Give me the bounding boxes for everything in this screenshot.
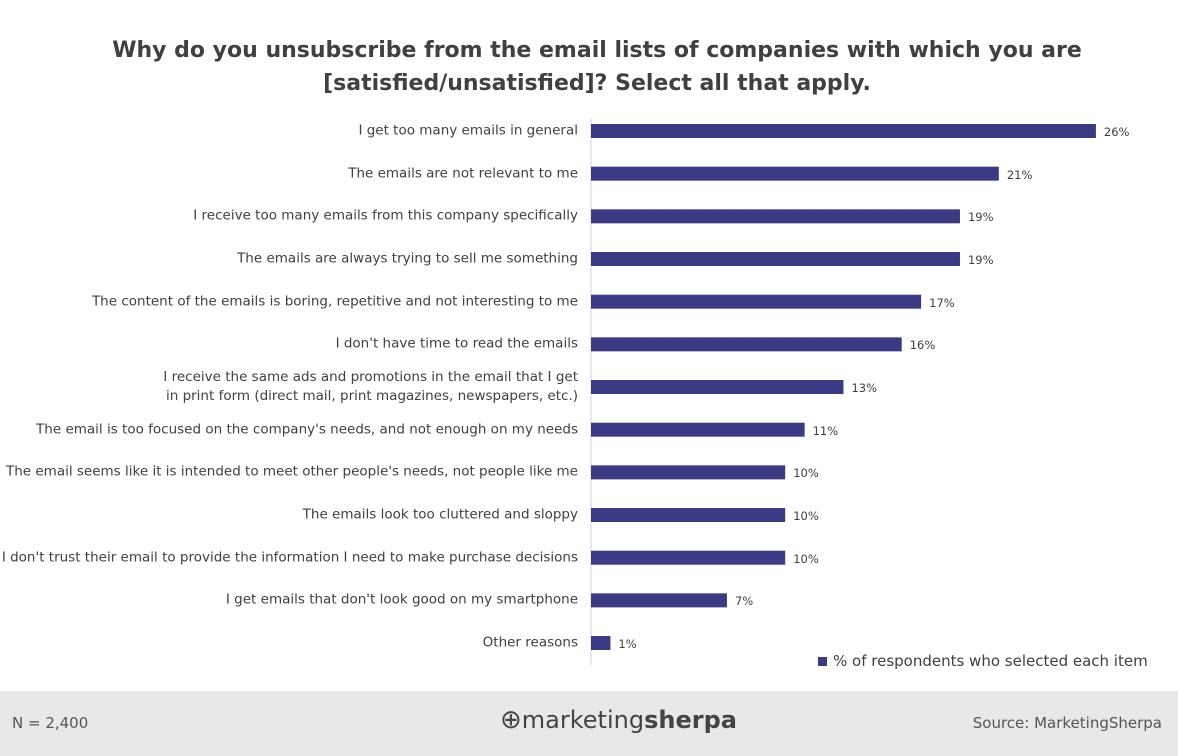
logo-suffix: sherpa bbox=[644, 706, 737, 734]
value-label: 13% bbox=[851, 381, 878, 396]
category-label: I get too many emails in general bbox=[358, 122, 578, 139]
value-label: 10% bbox=[793, 466, 819, 481]
legend-swatch bbox=[818, 656, 827, 666]
sample-size: N = 2,400 bbox=[12, 714, 89, 732]
value-label: 19% bbox=[967, 210, 994, 225]
footer: N = 2,400 ⊕marketingsherpa Source: Marke… bbox=[0, 691, 1178, 756]
category-label: The email is too focused on the company'… bbox=[36, 421, 578, 438]
bar bbox=[591, 294, 922, 309]
chart-title: Why do you unsubscribe from the email li… bbox=[112, 38, 1082, 96]
bar bbox=[591, 593, 727, 608]
bar bbox=[591, 380, 844, 395]
bar bbox=[591, 337, 902, 352]
bar bbox=[591, 636, 611, 651]
value-label: 21% bbox=[1006, 167, 1033, 182]
category-label: I receive too many emails from this comp… bbox=[193, 207, 578, 224]
logo-prefix: marketing bbox=[521, 706, 645, 734]
value-label: 10% bbox=[793, 509, 819, 524]
value-label: 19% bbox=[967, 253, 994, 267]
logo: ⊕marketingsherpa bbox=[500, 705, 737, 735]
value-label: 1% bbox=[618, 637, 637, 652]
legend: % of respondents who selected each item bbox=[818, 652, 1148, 670]
value-label: 17% bbox=[929, 295, 955, 310]
value-label: 11% bbox=[812, 423, 839, 438]
bar bbox=[591, 209, 960, 224]
value-label: 7% bbox=[734, 594, 754, 609]
legend-label: % of respondents who selected each item bbox=[833, 652, 1148, 670]
category-label: The emails are always trying to sell me … bbox=[237, 250, 578, 267]
bar bbox=[591, 550, 786, 565]
bar bbox=[591, 252, 960, 267]
category-label: The email seems like it is intended to m… bbox=[5, 463, 578, 480]
value-label: 16% bbox=[909, 338, 936, 353]
chart bbox=[590, 118, 1096, 665]
category-label: I get emails that don't look good on my … bbox=[225, 591, 578, 608]
bar bbox=[591, 508, 786, 523]
category-label: The emails are not relevant to me bbox=[348, 165, 578, 182]
category-label: I don't trust their email to provide the… bbox=[1, 549, 578, 566]
bar bbox=[591, 422, 805, 437]
value-label: 26% bbox=[1103, 125, 1130, 139]
bar bbox=[591, 465, 786, 480]
category-label: Other reasons bbox=[482, 634, 578, 651]
category-label: I receive the same ads and promotions in… bbox=[163, 369, 578, 405]
value-label: 10% bbox=[793, 551, 819, 566]
category-label: The content of the emails is boring, rep… bbox=[91, 293, 578, 310]
category-label: I don't have time to read the emails bbox=[335, 335, 578, 352]
category-label: The emails look too cluttered and sloppy bbox=[302, 506, 578, 523]
bar bbox=[591, 124, 1096, 138]
bar bbox=[591, 166, 999, 181]
source: Source: MarketingSherpa bbox=[972, 714, 1162, 732]
